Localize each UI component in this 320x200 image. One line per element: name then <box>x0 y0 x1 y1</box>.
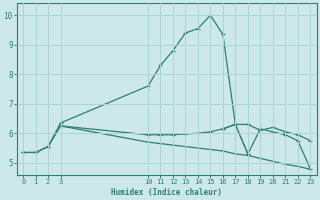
X-axis label: Humidex (Indice chaleur): Humidex (Indice chaleur) <box>111 188 222 197</box>
